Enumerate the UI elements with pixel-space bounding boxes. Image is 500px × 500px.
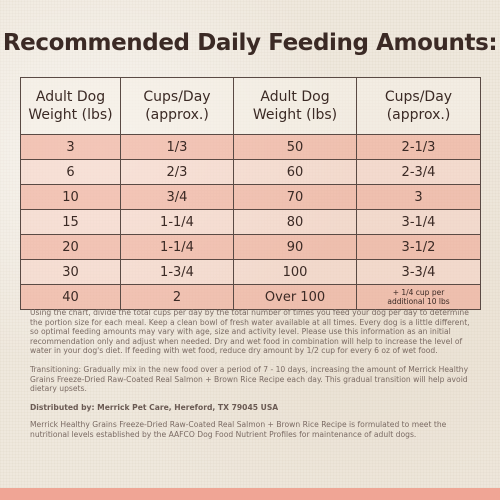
cups-left-cell: 1/3 <box>120 134 234 160</box>
weight-right-cell: 80 <box>233 209 357 235</box>
header-cups-right: Cups/Day (approx.) <box>356 77 481 135</box>
cups-right-cell: 2-3/4 <box>356 159 481 185</box>
weight-left-cell: 10 <box>20 184 121 210</box>
table-row: 20 1-1/4 90 3-1/2 <box>20 234 481 260</box>
cups-right-cell: 3-3/4 <box>356 259 481 285</box>
header-weight-left: Adult Dog Weight (lbs) <box>20 77 121 135</box>
distributor-line: Distributed by: Merrick Pet Care, Herefo… <box>30 402 279 412</box>
cups-right-cell: + 1/4 cup per additional 10 lbs <box>356 284 481 310</box>
weight-right-cell: 50 <box>233 134 357 160</box>
table-row: 10 3/4 70 3 <box>20 184 481 210</box>
cups-left-cell: 1-1/4 <box>120 209 234 235</box>
cups-right-cell: 3-1/4 <box>356 209 481 235</box>
table-row: 40 2 Over 100 + 1/4 cup per additional 10 lb… <box>20 284 481 310</box>
cups-left-cell: 2 <box>120 284 234 310</box>
table-row: 30 1-3/4 100 3-3/4 <box>20 259 481 285</box>
table-row: 6 2/3 60 2-3/4 <box>20 159 481 185</box>
header-cups-left: Cups/Day (approx.) <box>120 77 234 135</box>
cups-left-cell: 1-1/4 <box>120 234 234 260</box>
cups-left-cell: 3/4 <box>120 184 234 210</box>
header-weight-right: Adult Dog Weight (lbs) <box>233 77 357 135</box>
weight-right-cell: 90 <box>233 234 357 260</box>
cups-right-cell: 3-1/2 <box>356 234 481 260</box>
page-title: Recommended Daily Feeding Amounts: <box>2 30 498 56</box>
weight-left-cell: 15 <box>20 209 121 235</box>
table-body: 3 1/3 50 2-1/3 6 2/3 60 2-3/4 10 3/4 70 3 15 1-1/4 80 3… <box>20 134 481 310</box>
weight-right-cell: 60 <box>233 159 357 185</box>
notes-section: Using the chart, divide the total cups p… <box>30 308 480 449</box>
table-row: 3 1/3 50 2-1/3 <box>20 134 481 160</box>
aafco-statement: Merrick Healthy Grains Freeze-Dried Raw-… <box>30 420 447 439</box>
usage-paragraph: Using the chart, divide the total cups p… <box>30 308 470 356</box>
weight-left-cell: 6 <box>20 159 121 185</box>
cups-left-cell: 1-3/4 <box>120 259 234 285</box>
weight-right-cell: 70 <box>233 184 357 210</box>
table-row: 15 1-1/4 80 3-1/4 <box>20 209 481 235</box>
feeding-table: Adult Dog Weight (lbs) Cups/Day (approx.) … <box>20 77 481 310</box>
weight-right-cell: 100 <box>233 259 357 285</box>
weight-left-cell: 20 <box>20 234 121 260</box>
weight-left-cell: 3 <box>20 134 121 160</box>
cups-right-cell: 3 <box>356 184 481 210</box>
bottom-accent-bar <box>0 488 500 500</box>
weight-right-cell: Over 100 <box>233 284 357 310</box>
transition-paragraph: Transitioning: Gradually mix in the new … <box>30 364 469 394</box>
cups-right-cell: 2-1/3 <box>356 134 481 160</box>
table-header-row: Adult Dog Weight (lbs) Cups/Day (approx.) … <box>20 77 481 135</box>
weight-left-cell: 30 <box>20 259 121 285</box>
cups-left-cell: 2/3 <box>120 159 234 185</box>
weight-left-cell: 40 <box>20 284 121 310</box>
